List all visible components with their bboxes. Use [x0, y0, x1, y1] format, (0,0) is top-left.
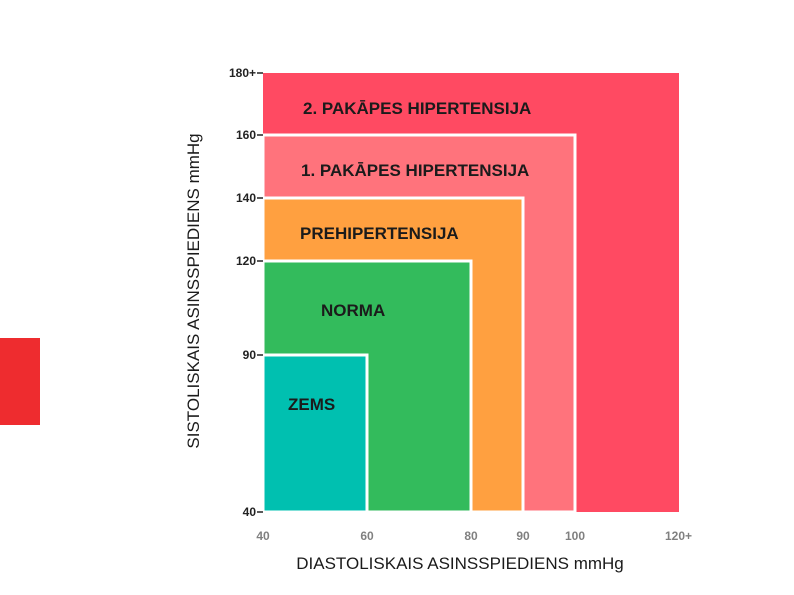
zone-label-2: 1. PAKĀPES HIPERTENSIJA — [301, 161, 529, 180]
y-tick-label-3: 120 — [236, 254, 256, 268]
x-tick-label-1: 40 — [256, 529, 270, 543]
y-tick-label-6: 180+ — [229, 66, 256, 80]
y-axis-title: SISTOLISKAIS ASINSSPIEDIENS mmHg — [184, 133, 203, 448]
zone-5 — [261, 353, 369, 514]
y-tick-label-5: 160 — [236, 128, 256, 142]
y-tick-label-4: 140 — [236, 191, 256, 205]
zone-label-5: ZEMS — [288, 395, 335, 414]
zones-layer — [261, 73, 679, 514]
y-tick-label-2: 90 — [243, 348, 257, 362]
x-axis-title: DIASTOLISKAIS ASINSSPIEDIENS mmHg — [296, 554, 624, 573]
zone-labels-layer: 2. PAKĀPES HIPERTENSIJA 1. PAKĀPES HIPERT… — [288, 99, 531, 414]
ticks-layer: 40 90 120 140 160 180+ 40 60 80 90 100 120+ — [229, 66, 692, 543]
x-tick-label-2: 60 — [360, 529, 374, 543]
x-tick-label-5: 100 — [565, 529, 585, 543]
x-tick-label-3: 80 — [464, 529, 478, 543]
zone-label-4: NORMA — [321, 301, 385, 320]
side-accent-bar — [0, 338, 40, 425]
zone-label-3: PREHIPERTENSIJA — [300, 224, 459, 243]
left-edge — [261, 73, 263, 514]
x-tick-label-6: 120+ — [665, 529, 692, 543]
x-tick-label-4: 90 — [516, 529, 530, 543]
y-tick-label-1: 40 — [243, 505, 257, 519]
zone-label-1: 2. PAKĀPES HIPERTENSIJA — [303, 99, 531, 118]
